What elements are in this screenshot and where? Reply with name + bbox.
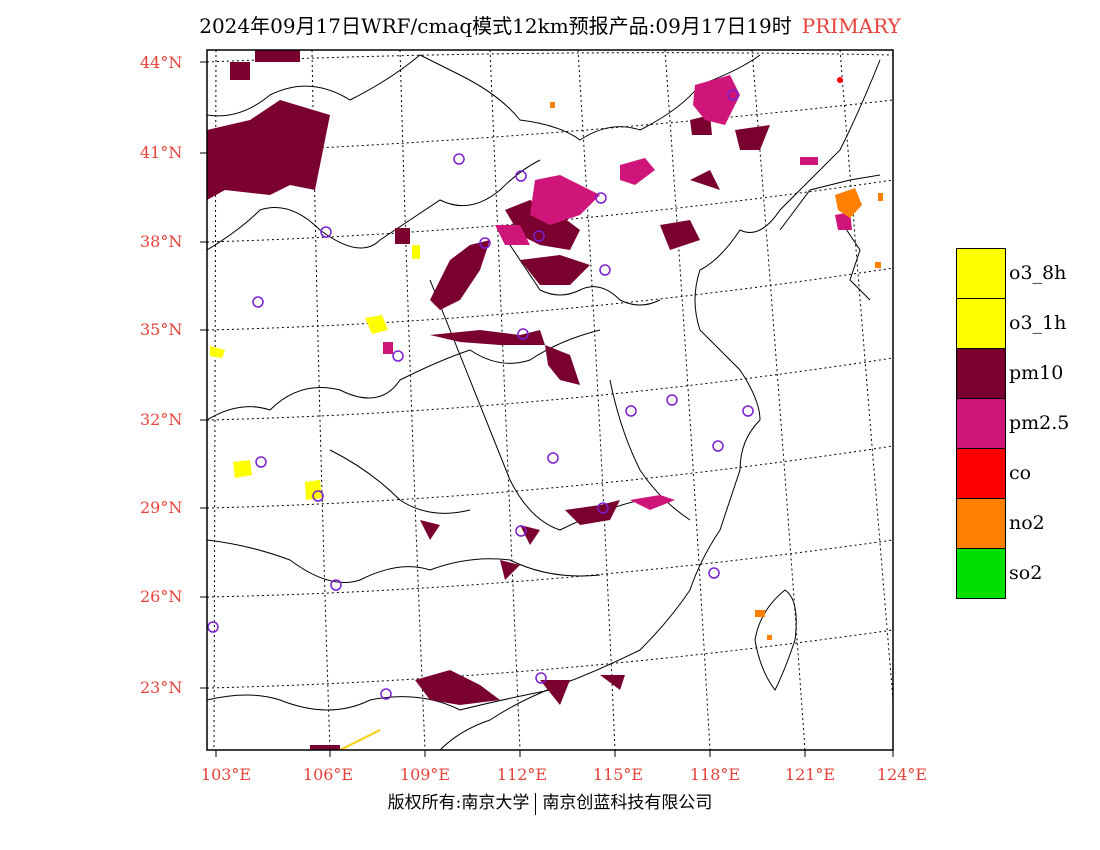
map-frame-bg (207, 50, 893, 750)
city-dot (837, 77, 843, 83)
lat-label-41: 41°N (140, 143, 183, 162)
lat-label-44: 44°N (140, 53, 183, 72)
map-content (207, 50, 893, 750)
legend-item-no2: no2 (957, 499, 1045, 549)
parallel-29 (207, 445, 893, 509)
lat-label-29: 29°N (140, 498, 183, 517)
lon-label-112: 112°E (496, 765, 548, 784)
pm10-patches (207, 50, 770, 750)
legend-item-pm25: pm2.5 (957, 399, 1069, 449)
lon-label-118: 118°E (689, 765, 741, 784)
parallel-35 (207, 267, 893, 331)
o3-patches (210, 245, 420, 500)
legend-label: o3_1h (1009, 312, 1067, 334)
legend-label: pm2.5 (1009, 412, 1070, 434)
parallel-23 (207, 629, 893, 689)
parallel-26 (207, 539, 893, 598)
lat-label-23: 23°N (140, 678, 183, 697)
lat-label-32: 32°N (140, 410, 183, 429)
legend-label: no2 (1009, 512, 1045, 534)
legend-item-o3-8h: o3_8h (957, 249, 1066, 299)
lat-label-35: 35°N (140, 320, 183, 339)
lon-label-115: 115°E (592, 765, 644, 784)
legend-item-o3-1h: o3_1h (957, 299, 1066, 349)
axis-ticks (200, 61, 894, 757)
copyright-footer: 版权所有:南京大学 南京创蓝科技有限公司 (0, 788, 1100, 815)
lat-label-26: 26°N (140, 587, 183, 606)
legend-label: co (1009, 462, 1032, 484)
taiwan-outline (754, 589, 797, 691)
legend-item-so2: so2 (957, 549, 1042, 598)
legend-label: o3_8h (1009, 262, 1067, 284)
pm25-patches (383, 75, 852, 510)
footer-right: 南京创蓝科技有限公司 (542, 793, 713, 813)
station-markers (207, 89, 754, 700)
lon-label-103: 103°E (200, 765, 252, 784)
parallel-38 (207, 179, 893, 243)
parallel-32 (207, 357, 893, 421)
legend-label: pm10 (1009, 362, 1064, 384)
legend-item-pm10: pm10 (957, 349, 1063, 399)
chart-title: 2024年09月17日WRF/cmaq模式12km预报产品:09月17日19时 P… (0, 10, 1100, 39)
no2-patches (550, 102, 883, 640)
legend: o3_8h o3_1h pm10 pm2.5 co no2 so2 (956, 248, 1069, 599)
lat-label-38: 38°N (140, 232, 183, 251)
footer-left: 版权所有:南京大学 (387, 793, 530, 813)
lon-label-121: 121°E (784, 765, 836, 784)
footer-separator (535, 792, 537, 815)
lon-label-109: 109°E (399, 765, 451, 784)
legend-item-co: co (957, 449, 1031, 499)
title-main: 2024年09月17日WRF/cmaq模式12km预报产品:09月17日19时 (199, 14, 792, 38)
map-frame (206, 49, 894, 751)
legend-label: so2 (1009, 562, 1043, 584)
boundary-segment (339, 729, 381, 750)
lon-label-124: 124°E (876, 765, 928, 784)
title-accent: PRIMARY (801, 14, 901, 38)
lon-label-106: 106°E (302, 765, 354, 784)
parallel-44 (207, 52, 893, 63)
